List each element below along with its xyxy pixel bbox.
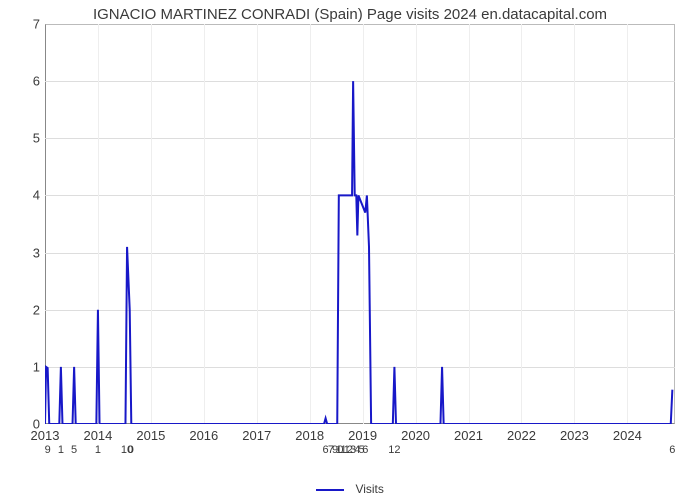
line-series: [45, 24, 675, 424]
xtick-label: 2013: [31, 428, 60, 443]
xtick-label: 2020: [401, 428, 430, 443]
xtick-secondary-label: 5: [71, 444, 77, 456]
ytick-label: 3: [10, 245, 40, 260]
xtick-label: 2021: [454, 428, 483, 443]
xtick-label: 2022: [507, 428, 536, 443]
ytick-label: 6: [10, 74, 40, 89]
chart-title: IGNACIO MARTINEZ CONRADI (Spain) Page vi…: [0, 6, 700, 23]
xtick-secondary-label: 9: [45, 444, 51, 456]
ytick-label: 4: [10, 188, 40, 203]
ytick-label: 1: [10, 359, 40, 374]
xtick-label: 2016: [189, 428, 218, 443]
xtick-secondary-label: 1: [95, 444, 101, 456]
xtick-secondary-label: 6: [362, 444, 368, 456]
xtick-secondary-label: 1: [58, 444, 64, 456]
legend: Visits: [0, 482, 700, 496]
chart-container: IGNACIO MARTINEZ CONRADI (Spain) Page vi…: [0, 0, 700, 500]
xtick-label: 2024: [613, 428, 642, 443]
ytick-label: 2: [10, 302, 40, 317]
xtick-label: 2017: [242, 428, 271, 443]
legend-label: Visits: [355, 482, 383, 496]
ytick-label: 5: [10, 131, 40, 146]
xtick-label: 2018: [295, 428, 324, 443]
ytick-label: 7: [10, 17, 40, 32]
xtick-label: 2015: [136, 428, 165, 443]
xtick-label: 2014: [83, 428, 112, 443]
legend-swatch: [316, 489, 344, 491]
xtick-label: 2023: [560, 428, 589, 443]
xtick-label: 2019: [348, 428, 377, 443]
xtick-secondary-label: 6: [669, 444, 675, 456]
xtick-secondary-label: 0: [128, 444, 134, 456]
plot-area: [45, 24, 675, 424]
xtick-secondary-label: 12: [388, 444, 400, 456]
